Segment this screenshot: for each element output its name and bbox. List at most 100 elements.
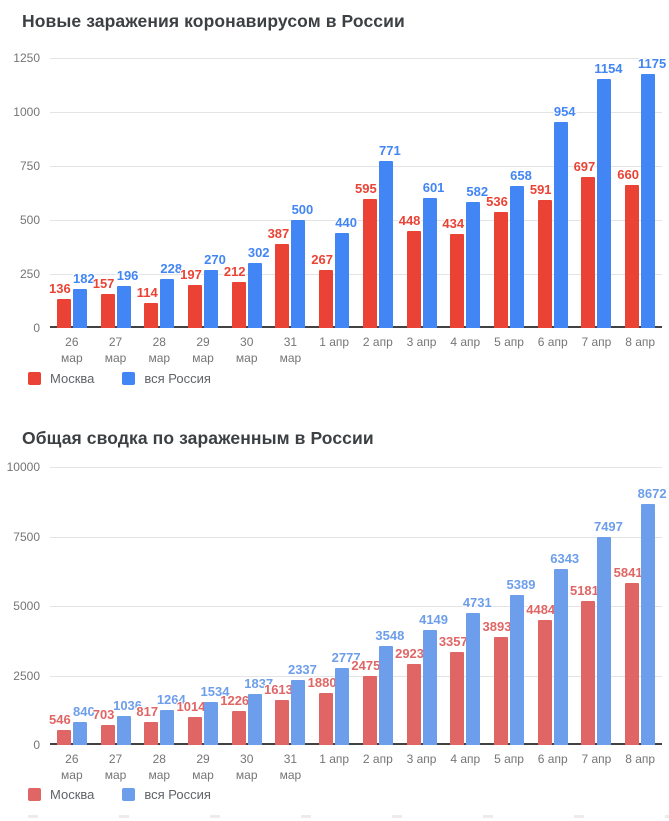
data-label-russia: 954 bbox=[553, 103, 576, 119]
x-axis-tick-label: 30 мар bbox=[235, 752, 258, 782]
bar-moscow bbox=[362, 199, 377, 328]
gridline bbox=[50, 220, 662, 221]
bar-russia bbox=[72, 721, 87, 745]
bar-russia bbox=[597, 536, 612, 745]
data-label-moscow: 197 bbox=[180, 267, 202, 283]
data-label-russia: 4149 bbox=[419, 611, 449, 627]
cropped-next-chart-hint bbox=[28, 815, 669, 818]
bar-moscow bbox=[275, 244, 290, 328]
chart2-title: Общая сводка по зараженным в России bbox=[22, 428, 374, 448]
data-label-moscow: 1613 bbox=[263, 682, 293, 698]
bar-russia bbox=[597, 78, 612, 328]
data-label-russia: 658 bbox=[510, 167, 532, 183]
x-axis-tick-label: 2 апр bbox=[362, 752, 393, 766]
bar-moscow bbox=[494, 636, 508, 745]
x-axis-tick-label: 3 апр bbox=[406, 335, 437, 349]
data-label-russia: 1175 bbox=[638, 56, 667, 72]
gridline bbox=[50, 606, 662, 607]
x-axis-tick-label: 8 апр bbox=[625, 752, 656, 766]
bar-russia bbox=[553, 121, 568, 328]
bar-moscow bbox=[56, 729, 71, 745]
bar-russia bbox=[291, 680, 306, 745]
data-label-moscow: 4484 bbox=[526, 602, 556, 618]
gridline bbox=[50, 166, 662, 167]
gridline bbox=[50, 58, 662, 59]
bar-moscow bbox=[537, 620, 552, 745]
x-axis-baseline bbox=[50, 326, 662, 328]
bar-moscow bbox=[450, 651, 465, 745]
y-axis-tick-label: 0 bbox=[33, 321, 40, 335]
data-label-moscow: 3893 bbox=[482, 618, 512, 634]
data-label-moscow: 817 bbox=[136, 704, 159, 720]
bar-moscow bbox=[319, 270, 334, 328]
legend-label-moscow: Москва bbox=[50, 371, 95, 386]
bar-moscow bbox=[450, 234, 465, 328]
data-label-moscow: 2923 bbox=[395, 645, 425, 661]
bar-russia bbox=[422, 629, 437, 745]
data-label-moscow: 5181 bbox=[569, 582, 599, 598]
data-label-moscow: 212 bbox=[223, 264, 246, 280]
legend-item-moscow: Москва bbox=[28, 787, 94, 802]
x-axis-tick-label: 31 мар bbox=[279, 752, 302, 782]
data-label-russia: 5389 bbox=[506, 577, 536, 593]
x-axis-tick-label: 5 апр bbox=[494, 752, 524, 766]
data-label-russia: 302 bbox=[247, 244, 270, 260]
russia-swatch-icon bbox=[122, 788, 136, 801]
data-label-russia: 2337 bbox=[287, 662, 317, 678]
bar-moscow bbox=[56, 298, 71, 328]
data-label-moscow: 5841 bbox=[613, 564, 643, 580]
bar-moscow bbox=[362, 676, 377, 745]
data-label-moscow: 1880 bbox=[307, 674, 337, 690]
bar-russia bbox=[116, 285, 131, 328]
legend-label-russia: вся Россия bbox=[144, 371, 211, 386]
gridline bbox=[50, 467, 662, 468]
x-axis-tick-label: 5 апр bbox=[494, 335, 524, 349]
x-axis-tick-label: 7 апр bbox=[581, 335, 612, 349]
x-axis-baseline bbox=[50, 743, 662, 745]
bar-moscow bbox=[188, 285, 202, 328]
bar-moscow bbox=[581, 177, 596, 328]
y-axis-tick-label: 1000 bbox=[13, 105, 40, 119]
bar-russia bbox=[160, 709, 175, 745]
data-label-moscow: 387 bbox=[267, 226, 290, 242]
bar-russia bbox=[116, 716, 131, 745]
x-axis-tick-label: 1 апр bbox=[319, 752, 350, 766]
y-axis-tick-label: 10000 bbox=[6, 460, 40, 474]
data-label-russia: 182 bbox=[72, 270, 95, 286]
bar-russia bbox=[641, 503, 656, 745]
bar-russia bbox=[291, 220, 306, 328]
x-axis-tick-label: 7 апр bbox=[581, 752, 612, 766]
data-label-moscow: 703 bbox=[92, 707, 115, 723]
bar-moscow bbox=[275, 700, 290, 745]
data-label-moscow: 434 bbox=[442, 216, 465, 232]
bar-moscow bbox=[406, 663, 421, 745]
x-axis-tick-label: 27 мар bbox=[104, 752, 127, 782]
bar-moscow bbox=[494, 212, 508, 328]
data-label-moscow: 591 bbox=[529, 182, 552, 198]
chart1-legend: Москва вся Россия bbox=[28, 371, 211, 386]
bar-russia bbox=[510, 595, 524, 745]
data-label-russia: 1036 bbox=[113, 698, 143, 714]
bar-russia bbox=[466, 202, 481, 328]
y-axis-tick-label: 750 bbox=[19, 159, 40, 173]
bar-russia bbox=[204, 269, 218, 328]
bar-russia bbox=[247, 693, 262, 745]
data-label-moscow: 3357 bbox=[438, 633, 468, 649]
data-label-moscow: 157 bbox=[92, 276, 115, 292]
bar-russia bbox=[335, 232, 350, 328]
moscow-swatch-icon bbox=[28, 372, 41, 385]
bar-russia bbox=[335, 667, 350, 745]
bar-moscow bbox=[625, 582, 640, 745]
bar-moscow bbox=[231, 282, 246, 328]
data-label-russia: 601 bbox=[422, 180, 445, 196]
legend-item-russia: вся Россия bbox=[122, 371, 211, 386]
y-axis-tick-label: 7500 bbox=[13, 529, 40, 544]
x-axis-tick-label: 4 апр bbox=[450, 335, 481, 349]
data-label-russia: 7497 bbox=[593, 518, 623, 534]
y-axis-tick-label: 5000 bbox=[13, 599, 40, 613]
data-label-russia: 3548 bbox=[375, 628, 405, 644]
data-label-russia: 1264 bbox=[156, 691, 186, 707]
bar-russia bbox=[553, 568, 568, 745]
data-label-russia: 6343 bbox=[550, 550, 580, 566]
data-label-moscow: 1014 bbox=[176, 698, 206, 714]
